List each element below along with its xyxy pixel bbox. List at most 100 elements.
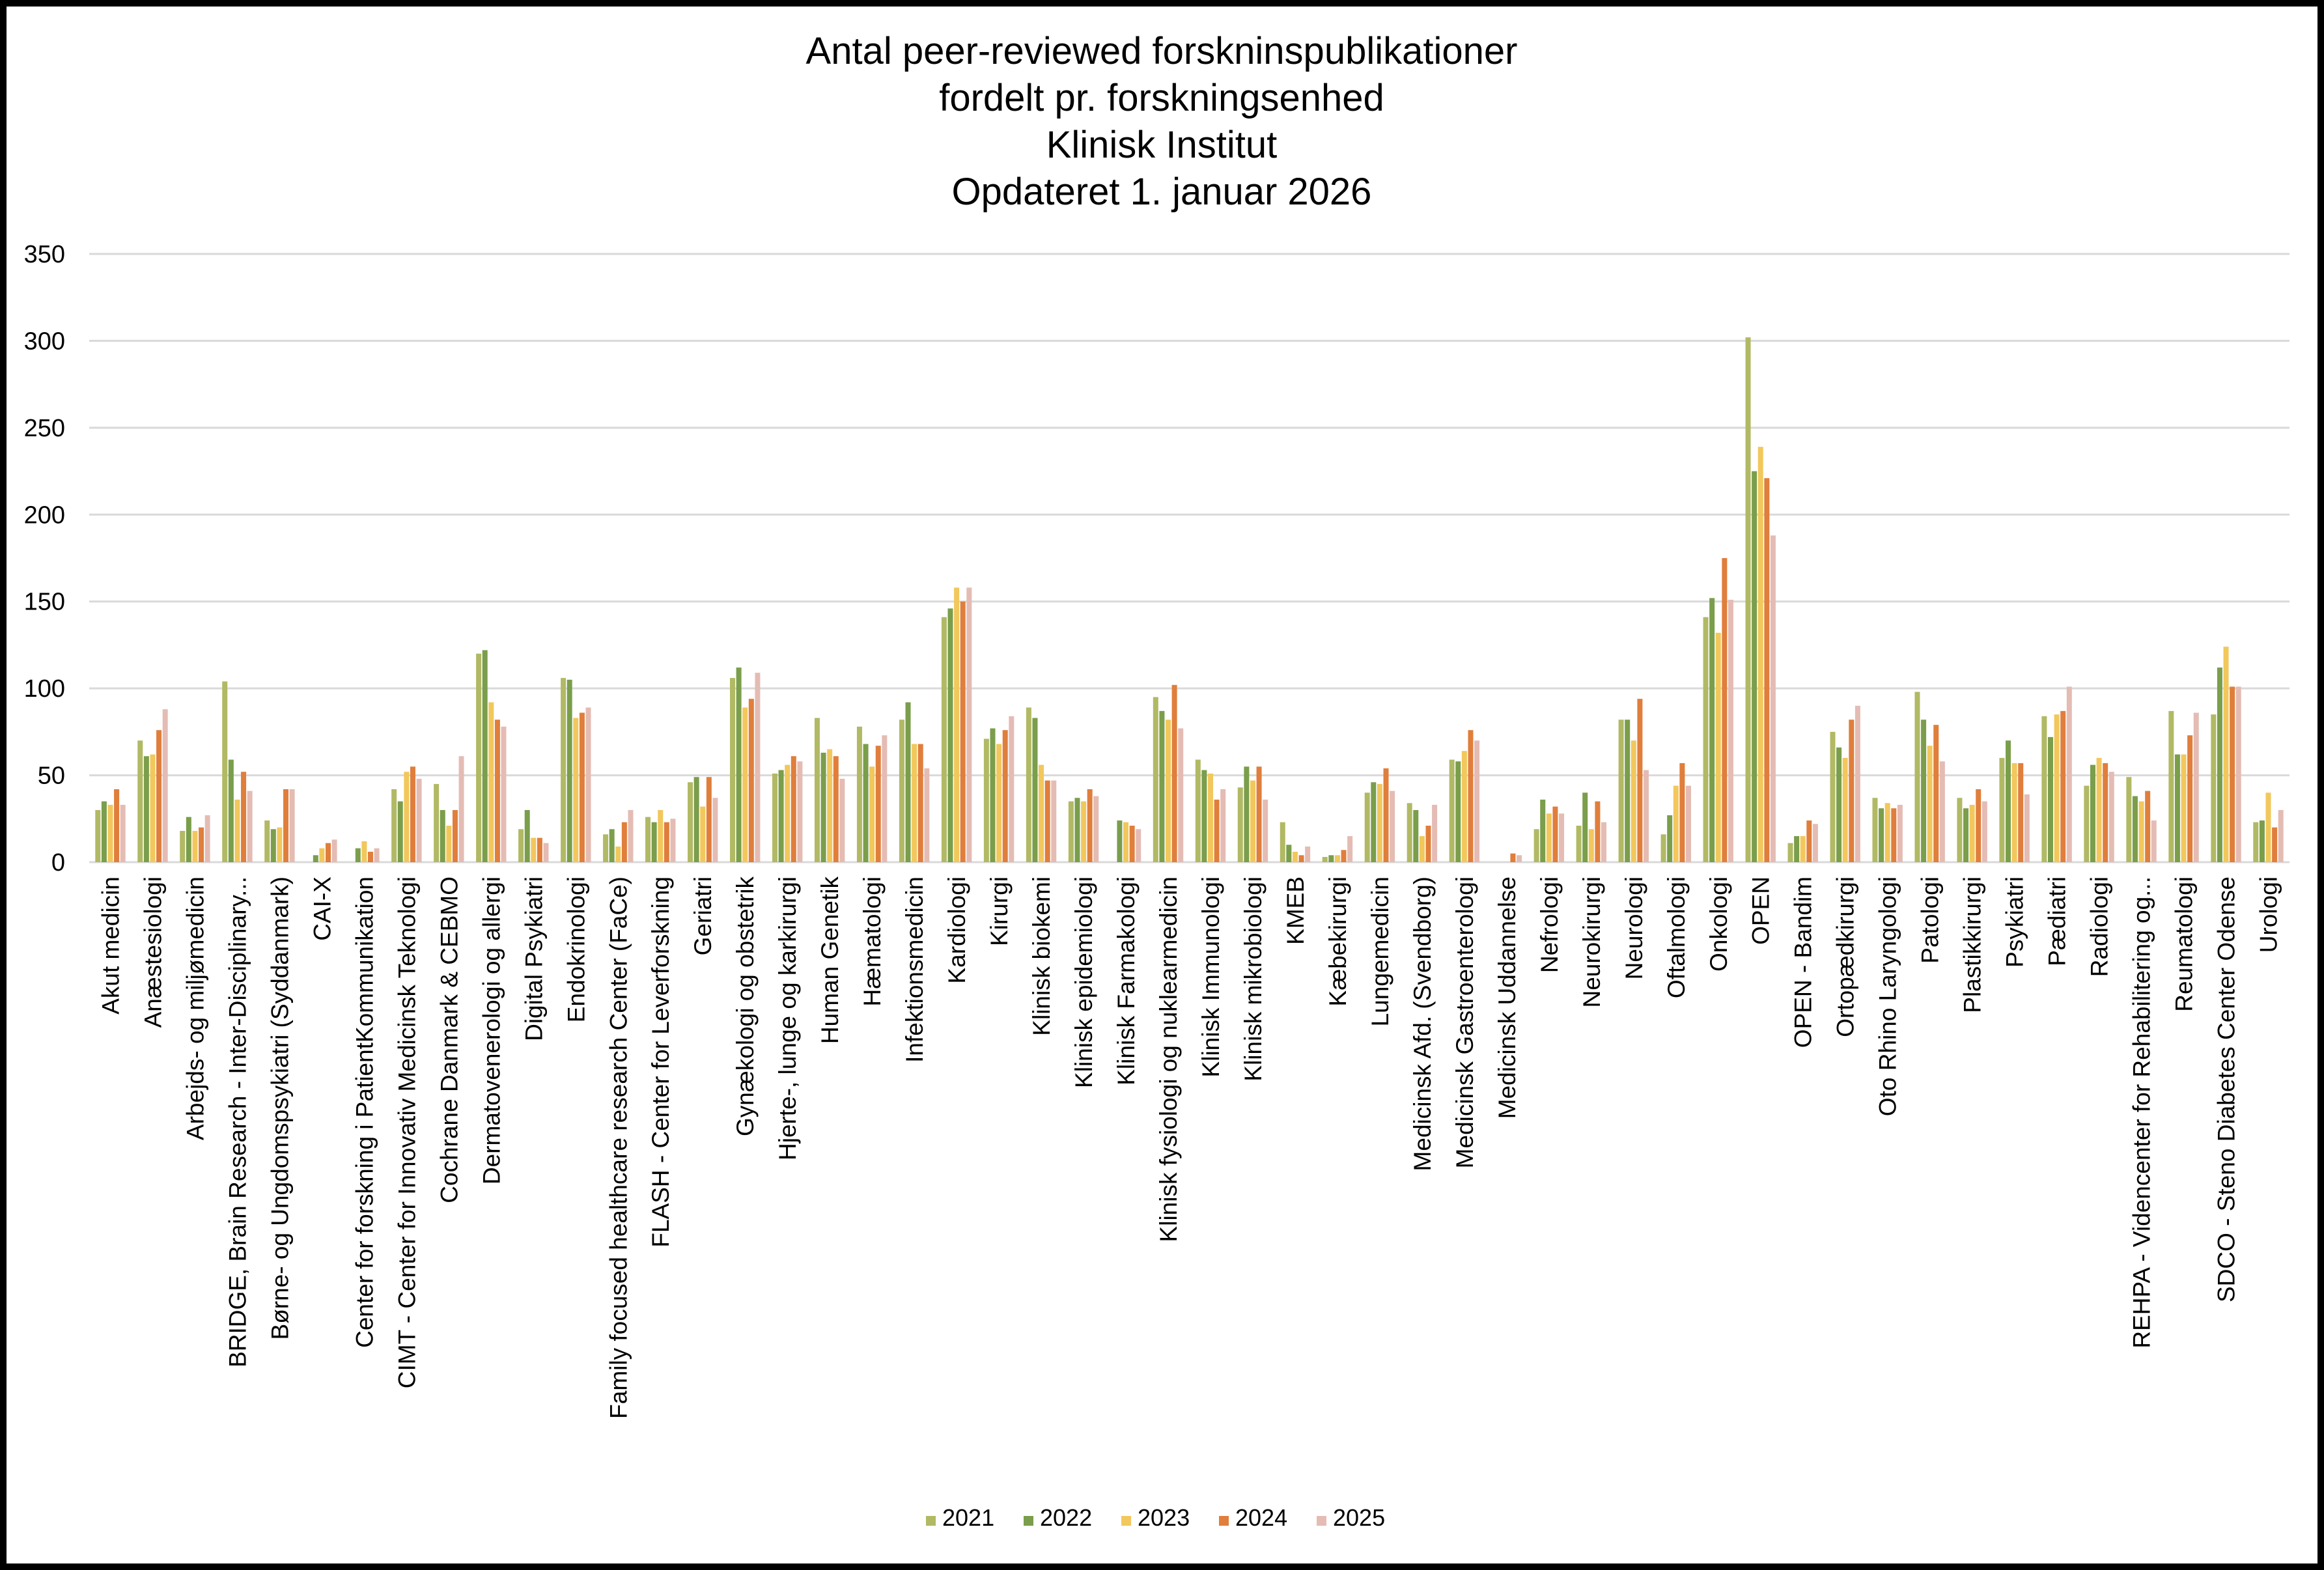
legend: 2021 2022 2023 2024 2025 — [926, 1504, 1385, 1531]
bar-2025 — [670, 819, 676, 862]
bar-2024 — [494, 720, 500, 862]
bar-2024 — [1129, 825, 1135, 862]
bar-2025 — [1009, 716, 1015, 862]
bar-2022 — [1286, 845, 1292, 862]
bar-2021 — [645, 817, 651, 862]
bar-2025 — [162, 709, 168, 862]
bar-2024 — [1468, 730, 1474, 862]
x-tick-label: Reumatologi — [2171, 876, 2198, 1012]
bar-2023 — [1757, 447, 1763, 862]
bar-2023 — [1377, 783, 1382, 862]
bar-2021 — [2211, 714, 2217, 862]
x-tick-label: Klinisk fysiologi og nuklearmedicin — [1155, 876, 1182, 1242]
bar-2024 — [114, 789, 120, 862]
bar-2022 — [990, 728, 996, 862]
bar-2024 — [621, 822, 627, 862]
bar-2023 — [1334, 855, 1340, 862]
bar-2024 — [1976, 789, 1981, 862]
bar-2021 — [561, 678, 567, 862]
bar-2022 — [1963, 808, 1969, 862]
bar-2024 — [199, 827, 204, 862]
bar-2022 — [397, 801, 403, 862]
bar-2021 — [1533, 829, 1539, 862]
x-tick-label: Klinisk Farmakologi — [1113, 876, 1140, 1086]
chart-title: Antal peer-reviewed forskninspublikation… — [806, 30, 1518, 213]
title-line-4: Opdateret 1. januar 2026 — [952, 171, 1372, 213]
bar-2023 — [361, 841, 367, 862]
bar-2022 — [1582, 792, 1588, 862]
x-tick-label: Plastikkirurgi — [1959, 876, 1986, 1013]
bar-2023 — [1166, 720, 1171, 862]
gridlines — [89, 253, 2289, 863]
bar-2024 — [1637, 699, 1643, 862]
x-tick-label: Ortopædkirurgi — [1832, 876, 1859, 1037]
x-tick-label: FLASH - Center for Leverforskning — [647, 876, 674, 1248]
x-tick-label: Anæstesiologi — [139, 876, 166, 1028]
bar-2021 — [1618, 720, 1624, 862]
legend-label-2022: 2022 — [1040, 1504, 1092, 1531]
bar-2023 — [1884, 803, 1890, 862]
bar-2022 — [1752, 471, 1757, 862]
x-tick-label: Klinisk biokemi — [1028, 876, 1055, 1036]
bar-2021 — [1407, 803, 1412, 862]
bar-2025 — [1178, 728, 1184, 862]
bar-2023 — [1927, 746, 1933, 862]
x-tick-label: Klinisk Immunologi — [1197, 876, 1224, 1077]
bar-2023 — [1588, 829, 1594, 862]
x-tick-label: Hjerte-, lunge og karkirurgi — [774, 876, 801, 1160]
bar-2021 — [1280, 822, 1285, 862]
bar-2021 — [518, 829, 524, 862]
bar-2024 — [1552, 806, 1558, 862]
x-tick-label: Infektionsmedicin — [901, 876, 928, 1063]
bar-2021 — [1153, 697, 1158, 862]
bar-2024 — [1171, 684, 1177, 862]
x-tick-label: Klinisk epidemiologi — [1071, 876, 1097, 1088]
bar-2022 — [863, 744, 869, 862]
bar-2023 — [615, 846, 621, 862]
bar-2024 — [2230, 686, 2235, 862]
bar-2025 — [2151, 820, 2157, 862]
legend-label-2023: 2023 — [1138, 1504, 1190, 1531]
x-tick-label: Lungemedicin — [1367, 876, 1393, 1026]
bar-2025 — [1347, 835, 1353, 862]
bar-2024 — [241, 772, 247, 862]
bar-2021 — [1745, 337, 1751, 862]
bars — [95, 337, 2284, 862]
bar-2021 — [1322, 856, 1328, 862]
bar-2022 — [143, 756, 149, 862]
bar-2023 — [573, 718, 579, 862]
bar-2024 — [410, 766, 415, 862]
bar-2022 — [228, 759, 234, 862]
bar-2022 — [2048, 736, 2054, 862]
bar-2025 — [924, 768, 930, 862]
bar-2023 — [1207, 773, 1213, 862]
bar-2025 — [1263, 799, 1268, 862]
bar-2025 — [458, 756, 464, 862]
x-tick-label: Oftalmologi — [1663, 876, 1690, 998]
bar-2022 — [947, 608, 953, 862]
bar-2025 — [1474, 740, 1480, 862]
bar-2025 — [1897, 804, 1903, 862]
bar-2021 — [1830, 731, 1836, 862]
bar-2025 — [1559, 813, 1565, 862]
bar-2022 — [2090, 764, 2095, 862]
bar-2025 — [120, 804, 126, 862]
bar-2025 — [1093, 796, 1099, 862]
bar-2021 — [856, 726, 862, 862]
bar-2022 — [270, 829, 276, 862]
x-tick-label: Hæmatologi — [859, 876, 886, 1006]
bar-2024 — [1806, 820, 1812, 862]
bar-2024 — [283, 789, 289, 862]
bar-2024 — [1214, 799, 1220, 862]
bar-2023 — [404, 772, 410, 862]
bar-2025 — [1643, 770, 1649, 862]
bar-2022 — [1625, 720, 1631, 862]
bar-2021 — [2084, 785, 2090, 862]
bar-2025 — [247, 791, 253, 862]
bar-2021 — [2126, 777, 2132, 862]
y-tick-label: 150 — [24, 589, 65, 616]
bar-2024 — [537, 837, 542, 862]
bar-2021 — [2168, 710, 2174, 862]
bar-2022 — [2174, 754, 2180, 862]
bar-2023 — [954, 587, 960, 862]
